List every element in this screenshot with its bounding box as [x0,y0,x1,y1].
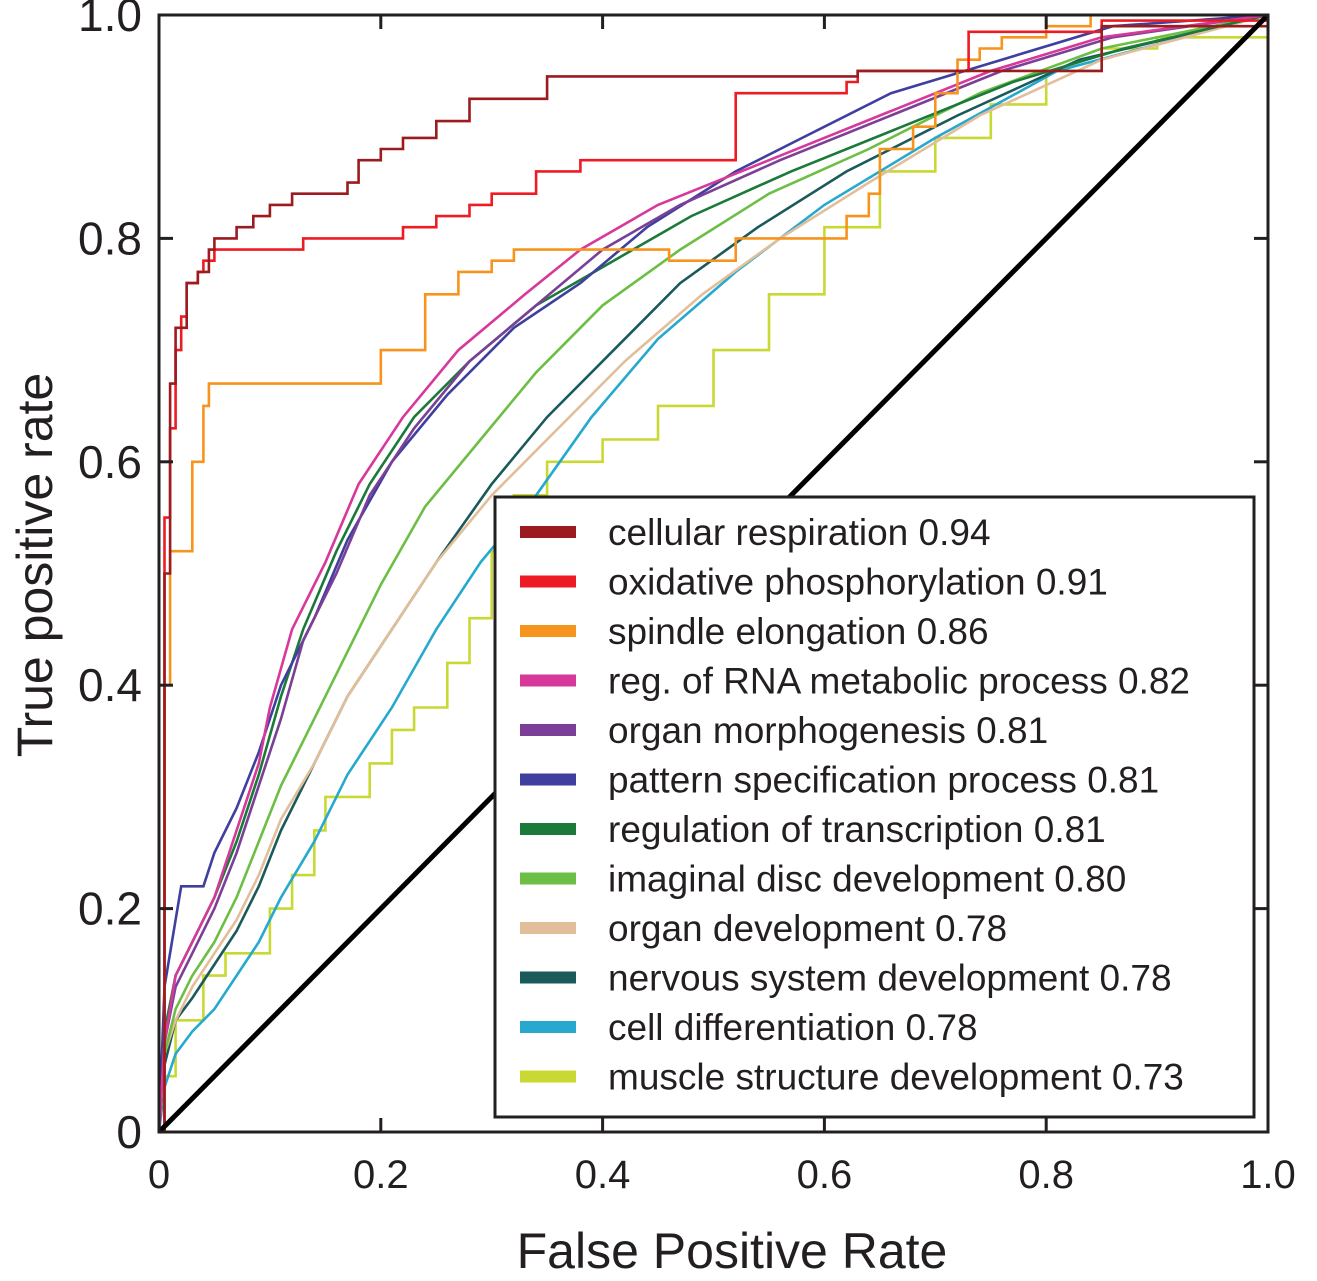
roc-curve-11 [159,15,1270,1134]
legend-swatch-8 [520,922,576,934]
y-tick-label-3: 0.6 [78,436,142,488]
legend-label-0: cellular respiration 0.94 [608,512,991,553]
y-tick-label-4: 0.8 [78,212,142,264]
legend-label-3: reg. of RNA metabolic process 0.82 [608,661,1190,702]
legend-box [493,495,1256,1119]
roc-curve-3 [157,13,1269,1133]
y-tick-label-5: 1.0 [78,0,142,41]
legend-label-2: spindle elongation 0.86 [608,611,989,652]
legend-swatch-10 [520,1021,576,1033]
legend-label-11: muscle structure development 0.73 [608,1057,1184,1098]
x-tick-label-5: 1.0 [1240,1153,1296,1197]
roc-curves [157,13,1270,1134]
x-axis-title: False Positive Rate [517,1223,948,1279]
legend-swatch-0 [520,526,576,538]
y-tick-label-2: 0.4 [78,659,142,711]
axis-ticks [157,13,1270,1134]
roc-curve-5 [157,13,1269,1133]
legend-label-5: pattern specification process 0.81 [608,760,1159,801]
plot-frame [157,13,1270,1134]
roc-curve-7 [157,13,1269,1133]
x-tick-label-3: 0.6 [797,1153,853,1197]
legend-swatch-3 [520,674,576,687]
y-axis-title: True positive rate [7,373,63,757]
legend-label-6: regulation of transcription 0.81 [608,809,1106,850]
legend-label-1: oxidative phosphorylation 0.91 [608,562,1108,603]
roc-curve-4 [157,13,1269,1133]
axis-tick-labels: 0 0.2 0.4 0.6 0.8 1.0 0 0.2 0.4 0.6 0.8 1.0 [78,0,1296,1197]
y-tick-label-1: 0.2 [78,883,142,935]
legend-swatch-1 [520,575,576,588]
legend-swatch-2 [520,625,576,637]
roc-curve-10 [157,13,1269,1133]
legend-swatch-7 [520,872,576,885]
legend-label-7: imaginal disc development 0.80 [608,859,1126,900]
legend-label-4: organ morphogenesis 0.81 [608,710,1048,751]
legend-label-9: nervous system development 0.78 [608,958,1172,999]
legend-label-8: organ development 0.78 [608,908,1007,949]
legend-swatch-9 [520,971,576,984]
roc-curve-0 [159,15,1270,1134]
legend-swatch-6 [520,823,576,835]
roc-curve-2 [159,13,1268,1134]
y-tick-label-0: 0 [116,1106,142,1158]
roc-curve-8 [157,13,1269,1133]
x-tick-label-0: 0 [148,1153,170,1197]
legend-label-10: cell differentiation 0.78 [608,1007,978,1048]
legend-swatch-5 [520,773,576,786]
legend: cellular respiration 0.94 oxidative phosp… [493,495,1256,1119]
x-tick-label-2: 0.4 [575,1153,631,1197]
roc-curve-1 [159,15,1270,1134]
x-tick-label-4: 0.8 [1018,1153,1074,1197]
x-tick-label-1: 0.2 [353,1153,409,1197]
legend-swatch-4 [520,724,576,736]
legend-swatch-11 [520,1070,576,1083]
